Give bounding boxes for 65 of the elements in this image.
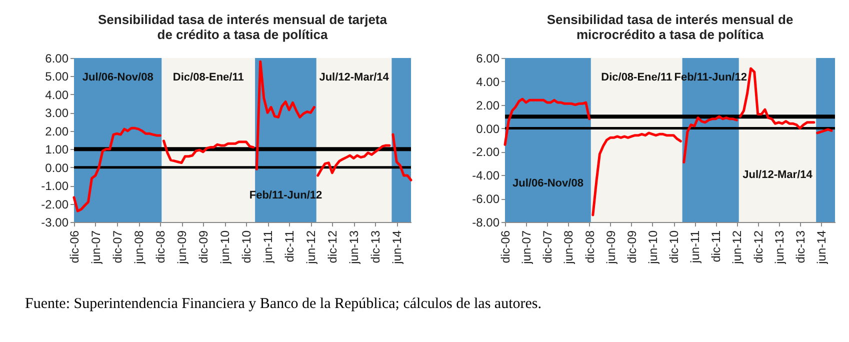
line-series (392, 133, 412, 182)
x-tick-label: dic-11 (709, 230, 724, 262)
y-tick-label: 6.00 (476, 52, 500, 66)
y-tick-label: 1.00 (45, 142, 69, 157)
chart-title: Sensibilidad tasa de interés mensual de tarjeta de crédito a tasa de política (98, 12, 388, 42)
x-tick-label: dic-09 (624, 230, 639, 264)
x-tick-label: dic-07 (540, 230, 555, 264)
x-tick-label: jun-11 (688, 230, 702, 264)
x-tick-label: jun-13 (772, 230, 786, 265)
x-tick-label: jun-14 (390, 230, 404, 265)
x-tick-label: dic-08 (582, 230, 597, 264)
x-tick-label: jun-14 (814, 230, 828, 265)
x-tick-label: dic-10 (240, 230, 254, 264)
x-tick-label: jun-10 (218, 230, 232, 265)
y-tick-label: 6.00 (45, 52, 69, 66)
y-tick-label: -4.00 (472, 168, 500, 183)
band-label: Jul/12-Mar/14 (319, 72, 390, 84)
x-tick-label: dic-12 (751, 230, 766, 264)
y-tick-label: -6.00 (472, 192, 500, 206)
x-tick-label: dic-10 (667, 230, 682, 264)
x-tick-label: dic-07 (110, 230, 124, 264)
band-label: Jul/06-Nov/08 (512, 177, 584, 190)
y-tick-label: -8.00 (472, 216, 500, 230)
x-tick-label: jun-07 (519, 230, 534, 265)
source-note: Fuente: Superintendencia Financiera y Banco de la República; cálculos de las autores. (25, 296, 542, 313)
y-tick-label: 0.00 (476, 122, 500, 136)
line-series (682, 115, 738, 164)
band-label: Jul/06-Nov/08 (82, 72, 154, 84)
x-tick-label: jun-12 (730, 230, 744, 265)
x-tick-label: jun-09 (604, 230, 618, 265)
x-tick-label: jun-12 (304, 230, 318, 265)
line-series (504, 98, 591, 146)
x-tick-label: dic-08 (154, 230, 168, 264)
band-label: Jul/12-Mar/14 (742, 169, 814, 182)
y-tick-label: 5.00 (45, 70, 69, 84)
x-tick-label: dic-11 (282, 230, 297, 262)
x-tick-label: jun-11 (261, 230, 276, 264)
y-tick-label: 0.00 (45, 160, 69, 175)
x-tick-label: dic-13 (793, 230, 808, 264)
y-tick-label: 2.00 (476, 98, 500, 112)
x-tick-label: dic-06 (498, 230, 512, 264)
y-tick-label: -1.00 (41, 179, 69, 194)
x-tick-label: dic-13 (368, 230, 383, 264)
x-tick-label: jun-10 (646, 230, 660, 265)
x-tick-label: dic-06 (68, 230, 82, 264)
line-series (592, 132, 682, 216)
x-tick-label: jun-08 (132, 230, 146, 265)
x-tick-label: jun-09 (175, 230, 190, 265)
x-tick-label: dic-12 (326, 230, 340, 264)
chart-title: Sensibilidad tasa de interés mensual de microcrédito a tasa de política (546, 12, 794, 42)
y-tick-label: 2.00 (45, 124, 69, 138)
x-tick-label: jun-07 (88, 230, 103, 265)
y-tick-label: 3.00 (45, 106, 69, 120)
y-tick-label: -3.00 (41, 216, 69, 230)
y-tick-label: -2.00 (41, 197, 69, 212)
y-tick-label: 4.00 (45, 88, 69, 102)
y-tick-label: 4.00 (476, 74, 500, 89)
band-label: Dic/08-Ene/11 (601, 72, 672, 84)
line-series (316, 144, 391, 177)
x-tick-label: dic-09 (196, 230, 211, 264)
y-tick-label: -2.00 (472, 145, 500, 160)
x-tick-label: jun-08 (562, 230, 576, 265)
x-tick-label: jun-13 (347, 230, 362, 265)
line-series (72, 126, 162, 212)
band-label: Dic/08-Ene/11 (172, 72, 244, 84)
